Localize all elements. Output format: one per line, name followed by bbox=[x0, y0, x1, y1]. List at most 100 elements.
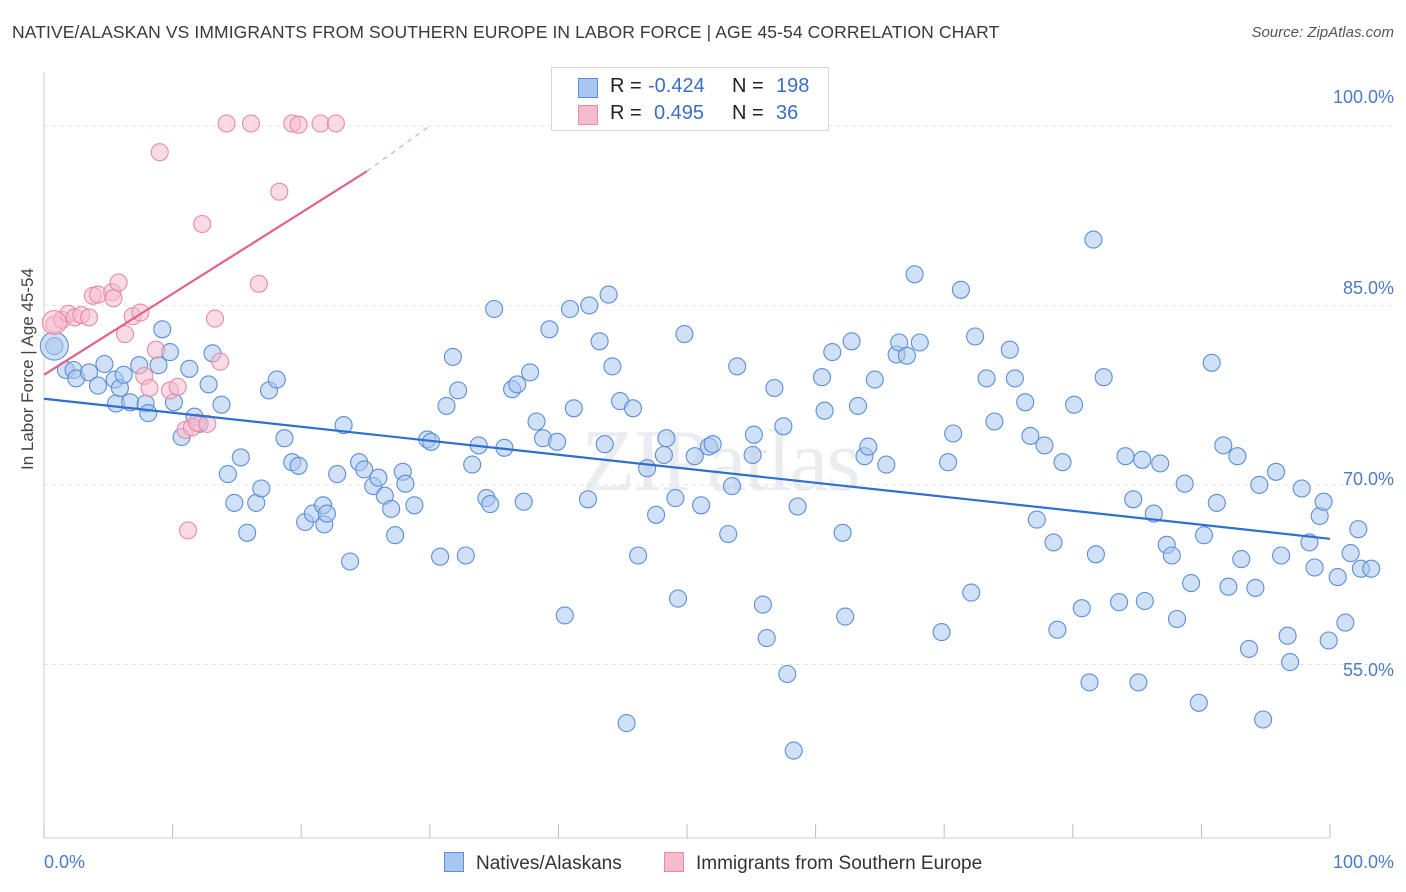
n-value: 36 bbox=[776, 102, 799, 124]
data-point bbox=[1246, 578, 1265, 597]
legend-label-immigrants: Immigrants from Southern Europe bbox=[696, 853, 983, 874]
data-point bbox=[456, 546, 475, 565]
data-point bbox=[548, 432, 567, 451]
data-point bbox=[1124, 490, 1143, 509]
data-point bbox=[774, 417, 793, 436]
y-axis-label: In Labor Force | Age 45-54 bbox=[18, 268, 37, 470]
data-point bbox=[1135, 591, 1154, 611]
data-point bbox=[1328, 568, 1347, 587]
data-point bbox=[1182, 574, 1201, 593]
data-point bbox=[1072, 599, 1091, 618]
data-point bbox=[578, 490, 598, 509]
x-tick-label-0: 0.0% bbox=[44, 852, 86, 872]
data-point bbox=[1278, 626, 1297, 645]
data-point bbox=[728, 357, 747, 376]
data-point bbox=[836, 607, 855, 626]
data-point bbox=[1021, 426, 1040, 445]
data-point bbox=[638, 459, 657, 478]
data-point bbox=[317, 504, 336, 523]
data-point bbox=[692, 496, 711, 515]
y-tick-label-85: 85.0% bbox=[1342, 278, 1394, 298]
trend-line-immigrants-extension bbox=[366, 125, 431, 172]
data-point bbox=[1362, 559, 1381, 578]
data-point bbox=[41, 309, 67, 336]
data-point bbox=[1005, 369, 1024, 388]
data-point bbox=[193, 214, 212, 234]
data-point bbox=[1207, 493, 1226, 512]
data-point bbox=[564, 399, 583, 418]
data-point bbox=[778, 664, 797, 684]
data-point bbox=[647, 505, 666, 524]
data-point bbox=[595, 435, 614, 454]
data-point bbox=[217, 114, 236, 133]
data-point bbox=[289, 456, 308, 475]
data-point bbox=[396, 474, 415, 493]
y-tick-label-70: 70.0% bbox=[1342, 469, 1394, 489]
data-point bbox=[1162, 546, 1181, 565]
data-point bbox=[897, 346, 916, 365]
data-point bbox=[1239, 639, 1259, 658]
data-point bbox=[199, 375, 218, 394]
data-point bbox=[657, 429, 676, 448]
y-tick-label-55: 55.0% bbox=[1342, 660, 1394, 680]
data-point bbox=[180, 359, 199, 378]
data-point bbox=[848, 396, 868, 415]
r-value: 0.495 bbox=[654, 102, 705, 124]
data-point bbox=[815, 401, 834, 420]
legend-label-natives: Natives/Alaskans bbox=[476, 853, 622, 874]
data-point bbox=[966, 327, 985, 346]
data-point bbox=[1214, 436, 1233, 455]
data-point bbox=[833, 523, 852, 542]
data-point bbox=[1272, 546, 1291, 565]
data-point bbox=[1086, 545, 1105, 564]
data-point bbox=[178, 521, 198, 540]
data-point bbox=[355, 460, 374, 479]
data-point bbox=[231, 448, 250, 467]
data-point bbox=[617, 714, 636, 733]
data-point bbox=[334, 416, 353, 435]
data-point bbox=[115, 325, 135, 344]
data-point bbox=[599, 285, 618, 304]
data-point bbox=[275, 429, 294, 448]
data-point bbox=[1202, 353, 1221, 372]
legend-item-immigrants: Immigrants from Southern Europe bbox=[664, 852, 982, 875]
data-point bbox=[1065, 395, 1084, 414]
data-point bbox=[744, 425, 763, 444]
data-point bbox=[1319, 631, 1338, 650]
stats-row-natives: R = -0.424 N = 198 bbox=[552, 75, 828, 101]
data-point bbox=[977, 369, 996, 388]
data-point bbox=[910, 333, 929, 352]
data-point bbox=[1266, 462, 1286, 481]
data-point bbox=[812, 368, 832, 387]
data-point bbox=[1300, 533, 1319, 552]
data-point bbox=[95, 354, 114, 374]
data-point bbox=[540, 320, 559, 339]
data-point bbox=[1144, 504, 1163, 523]
chart-title: NATIVE/ALASKAN VS IMMIGRANTS FROM SOUTHE… bbox=[12, 22, 1000, 42]
legend-swatch-blue bbox=[444, 852, 464, 872]
data-point bbox=[1219, 577, 1238, 596]
data-point bbox=[1254, 710, 1273, 729]
data-point bbox=[514, 492, 533, 511]
data-point bbox=[431, 547, 450, 566]
data-point bbox=[753, 595, 772, 614]
data-point bbox=[1044, 533, 1063, 552]
data-point bbox=[629, 546, 648, 565]
legend-swatch-pink bbox=[664, 852, 684, 872]
data-point bbox=[703, 435, 722, 454]
data-point bbox=[580, 296, 599, 315]
n-label: N = bbox=[732, 75, 764, 97]
data-point bbox=[39, 331, 69, 361]
trend-line-immigrants bbox=[43, 170, 368, 376]
data-point bbox=[623, 399, 643, 418]
r-label: R = bbox=[610, 75, 642, 97]
data-point bbox=[668, 589, 688, 608]
data-point bbox=[1167, 609, 1187, 629]
data-point bbox=[951, 280, 970, 299]
data-point bbox=[743, 445, 762, 465]
data-point bbox=[1250, 475, 1269, 494]
data-point bbox=[218, 465, 237, 484]
data-point bbox=[289, 115, 308, 134]
series-immigrants-southern-europe bbox=[41, 114, 345, 540]
data-point bbox=[249, 274, 268, 293]
